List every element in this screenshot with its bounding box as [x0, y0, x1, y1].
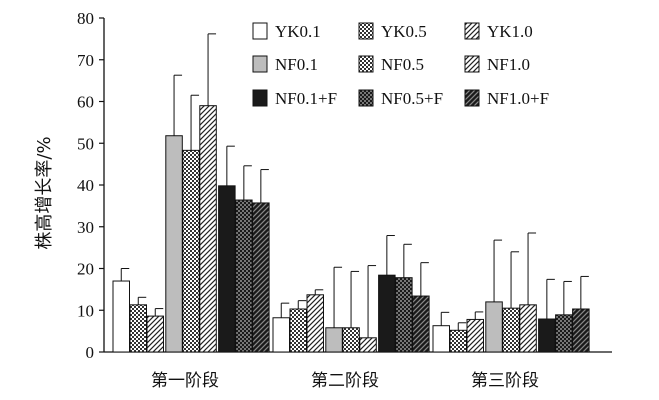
bar: [218, 185, 236, 353]
legend-label: YK0.1: [275, 22, 321, 41]
bar: [182, 149, 200, 353]
bar: [306, 294, 324, 353]
legend-label: NF1.0+F: [487, 89, 549, 108]
legend-swatch: [252, 89, 268, 107]
bar: [449, 329, 467, 353]
bar: [199, 105, 217, 353]
bar: [412, 295, 430, 353]
legend-swatch: [358, 89, 374, 107]
x-category-labels: 第一阶段 第二阶段 第三阶段: [151, 371, 539, 391]
legend-swatch: [464, 55, 480, 73]
y-tick-label: 0: [86, 343, 95, 362]
bar: [519, 304, 537, 353]
bar: [272, 317, 290, 353]
bar: [325, 327, 343, 353]
legend-label: NF0.5: [381, 55, 424, 74]
bar: [165, 135, 183, 353]
legend-label: NF0.1+F: [275, 89, 337, 108]
y-tick-label: 10: [77, 301, 94, 320]
legend-swatch: [358, 22, 374, 40]
bar: [378, 274, 396, 353]
legend-label: NF0.1: [275, 55, 318, 74]
y-tick-label: 30: [77, 218, 94, 237]
x-category-label: 第二阶段: [311, 371, 379, 391]
bar: [359, 337, 377, 353]
legend-swatch: [252, 55, 268, 73]
legend: YK0.1 YK0.5 YK1.0 NF0.1 NF0.5 NF1.0 NF0.1+F NF0…: [252, 22, 549, 108]
legend-label: YK1.0: [487, 22, 533, 41]
x-category-label: 第一阶段: [151, 371, 219, 391]
y-tick-label: 80: [77, 9, 94, 28]
y-axis-label: 株高增长率/%: [34, 136, 55, 249]
bar: [485, 301, 503, 353]
bar: [112, 280, 130, 353]
bar: [395, 277, 413, 353]
legend-label: YK0.5: [381, 22, 427, 41]
bar: [146, 315, 164, 353]
bar: [466, 318, 484, 353]
bar: [235, 199, 253, 353]
bar: [502, 307, 520, 353]
legend-swatch: [252, 22, 268, 40]
y-tick-label: 60: [77, 93, 94, 112]
legend-swatch: [464, 89, 480, 107]
bars-group: [112, 33, 590, 353]
bar: [289, 308, 307, 353]
legend-swatch: [464, 22, 480, 40]
bar: [432, 325, 450, 353]
legend-label: NF0.5+F: [381, 89, 443, 108]
bar: [555, 314, 573, 353]
y-axis: 0 10 20 30 40 50 60 70 80: [77, 9, 612, 362]
x-category-label: 第三阶段: [471, 371, 539, 391]
y-tick-label: 20: [77, 260, 94, 279]
legend-label: NF1.0: [487, 55, 530, 74]
bar: [572, 308, 590, 353]
bar: [342, 327, 360, 353]
bar: [129, 304, 147, 353]
bar: [538, 318, 556, 353]
legend-swatch: [358, 55, 374, 73]
y-tick-label: 50: [77, 134, 94, 153]
y-tick-label: 40: [77, 176, 94, 195]
y-tick-label: 70: [77, 51, 94, 70]
bar: [252, 202, 270, 353]
